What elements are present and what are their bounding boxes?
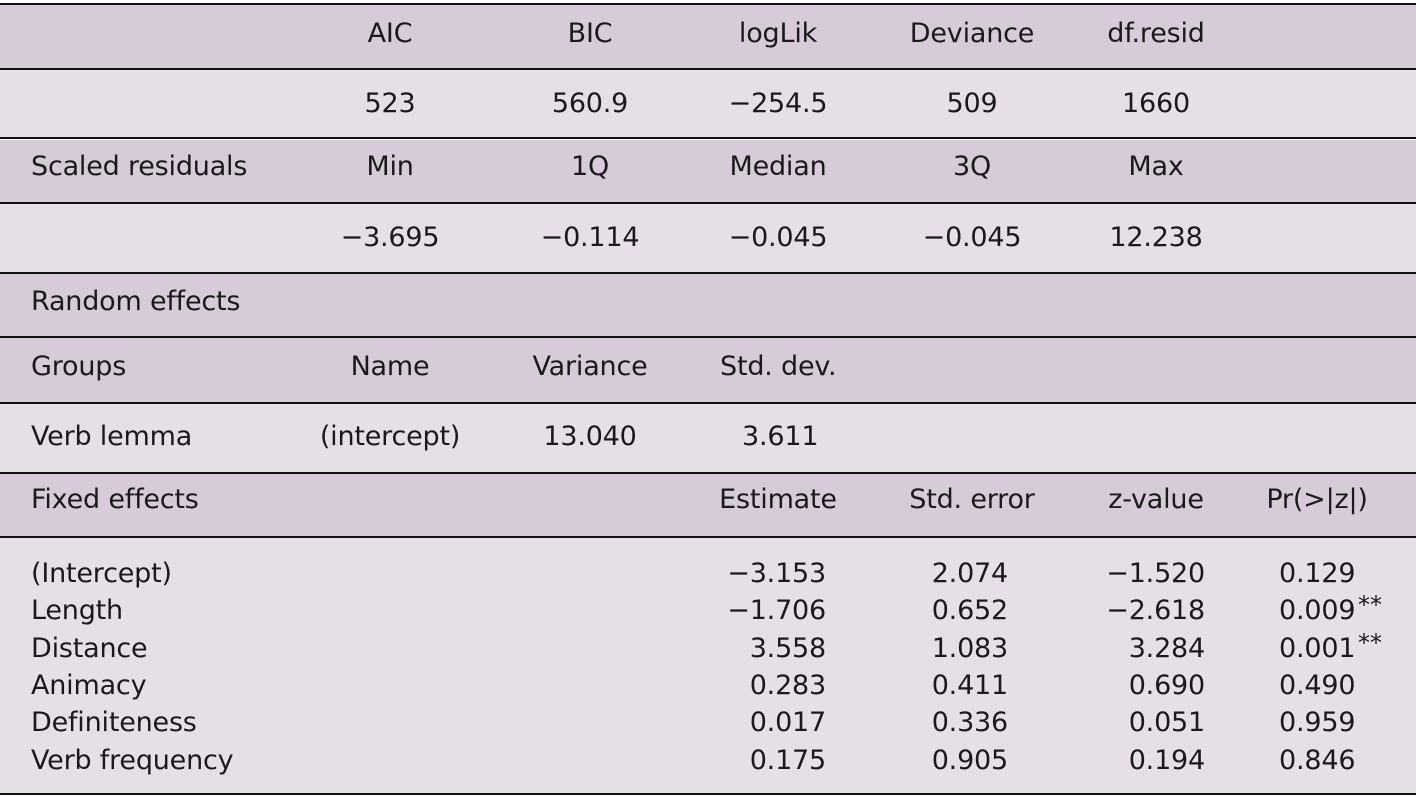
residuals-value-min: −3.695 (340, 222, 440, 253)
fit-header-dfresid: df.resid (1107, 18, 1205, 49)
random-groups-value: Verb lemma (31, 421, 193, 452)
fixed-estimate: −1.706 (727, 595, 826, 627)
random-effects-header-row: Groups Name Variance Std. dev. (0, 338, 1416, 402)
residuals-header-3q: 3Q (952, 151, 992, 182)
fixed-term: Verb frequency (31, 744, 234, 776)
fixed-zvalue: 0.194 (1128, 744, 1205, 776)
fit-value-bic: 560.9 (551, 88, 629, 119)
rule-5 (0, 336, 1416, 338)
fixed-pvalue: 0.490 (1279, 669, 1356, 701)
fixed-header-pvalue: Pr(>|z|) (1266, 484, 1368, 515)
fit-value-loglik: −254.5 (728, 88, 828, 119)
fit-value-aic: 523 (364, 88, 416, 119)
fit-values-row: 523 560.9 −254.5 509 1660 (0, 70, 1416, 138)
random-header-variance: Variance (532, 351, 648, 382)
fixed-estimate: 0.017 (749, 707, 826, 739)
rule-7 (0, 472, 1416, 474)
fixed-header-estimate: Estimate (719, 484, 837, 515)
fixed-term: (Intercept) (31, 558, 172, 589)
rule-3 (0, 202, 1416, 204)
residuals-header-median: Median (729, 151, 827, 182)
fixed-header-zvalue: z-value (1108, 484, 1204, 515)
residuals-value-1q: −0.114 (540, 222, 640, 253)
rule-4 (0, 272, 1416, 274)
random-effects-row: Verb lemma (intercept) 13.040 3.611 (0, 404, 1416, 472)
residuals-value-median: −0.045 (728, 222, 828, 253)
fixed-pvalue: 0.001 (1279, 632, 1356, 664)
random-effects-title-row: Random effects (0, 274, 1416, 336)
fixed-effects-title: Fixed effects (31, 484, 199, 515)
random-header-groups: Groups (31, 351, 127, 382)
residuals-label: Scaled residuals (31, 151, 248, 182)
random-name-value: (intercept) (319, 421, 461, 452)
fixed-stderror: 2.074 (931, 558, 1008, 589)
fixed-term: Animacy (31, 669, 147, 701)
fixed-estimate: 0.283 (749, 669, 826, 701)
rule-8 (0, 536, 1416, 538)
fixed-term: Distance (31, 632, 148, 664)
random-header-stddev: Std. dev. (720, 351, 837, 382)
fixed-stderror: 0.411 (931, 669, 1008, 701)
fixed-pvalue: 0.009 (1279, 595, 1356, 627)
fixed-pvalue: 0.129 (1279, 558, 1356, 589)
fixed-effects-header-row: Fixed effects Estimate Std. error z-valu… (0, 474, 1416, 536)
residuals-header-row: Scaled residuals Min 1Q Median 3Q Max (0, 140, 1416, 202)
residuals-value-max: 12.238 (1109, 222, 1203, 253)
fixed-stderror: 0.336 (931, 707, 1008, 739)
fixed-stderror: 1.083 (931, 632, 1008, 664)
rule-2 (0, 137, 1416, 139)
residuals-value-3q: −0.045 (922, 222, 1022, 253)
fit-value-deviance: 509 (946, 88, 998, 119)
fit-header-loglik: logLik (738, 18, 818, 49)
random-variance-value: 13.040 (543, 421, 637, 452)
fixed-estimate: −3.153 (727, 558, 826, 589)
fixed-header-stderror: Std. error (909, 484, 1035, 515)
fit-header-bic: BIC (567, 18, 613, 49)
random-header-name: Name (350, 351, 430, 382)
fit-value-dfresid: 1660 (1122, 88, 1190, 119)
random-effects-title: Random effects (31, 286, 241, 317)
fixed-effects-body: (Intercept) −3.153 2.074 −1.520 0.129 Length −… (0, 538, 1416, 794)
significance-stars: ** (1358, 628, 1382, 657)
random-stddev-value: 3.611 (742, 421, 819, 452)
bottom-rule (0, 793, 1416, 795)
fixed-zvalue: −1.520 (1106, 558, 1205, 589)
residuals-header-min: Min (366, 151, 414, 182)
fit-header-row: AIC BIC logLik Deviance df.resid (0, 4, 1416, 68)
top-rule (0, 3, 1416, 5)
fixed-estimate: 3.558 (749, 632, 826, 664)
fixed-pvalue: 0.959 (1279, 707, 1356, 739)
rule-1 (0, 68, 1416, 70)
significance-stars: ** (1358, 591, 1382, 620)
fixed-pvalue: 0.846 (1279, 744, 1356, 776)
fixed-zvalue: 3.284 (1128, 632, 1205, 664)
fixed-zvalue: 0.690 (1128, 669, 1205, 701)
fixed-zvalue: −2.618 (1106, 595, 1205, 627)
fixed-stderror: 0.652 (931, 595, 1008, 627)
residuals-header-1q: 1Q (570, 151, 610, 182)
fixed-stderror: 0.905 (931, 744, 1008, 776)
fixed-term: Definiteness (31, 707, 197, 739)
residuals-values-row: −3.695 −0.114 −0.045 −0.045 12.238 (0, 204, 1416, 272)
fit-header-aic: AIC (367, 18, 413, 49)
fixed-term: Length (31, 595, 123, 627)
residuals-header-max: Max (1128, 151, 1184, 182)
fixed-estimate: 0.175 (749, 744, 826, 776)
fixed-zvalue: 0.051 (1128, 707, 1205, 739)
rule-6 (0, 402, 1416, 404)
fit-header-deviance: Deviance (909, 18, 1035, 49)
